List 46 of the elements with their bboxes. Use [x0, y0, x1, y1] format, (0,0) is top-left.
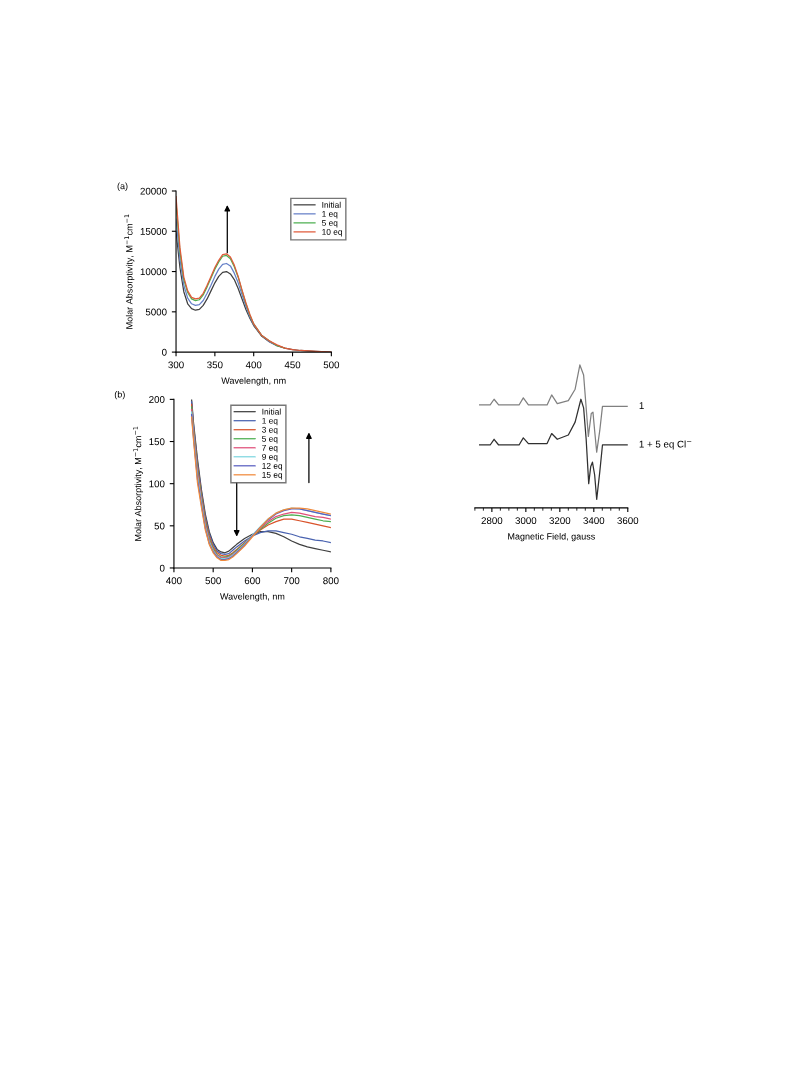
legend-label: 10 eq [322, 228, 342, 237]
x-axis-title: Wavelength, nm [220, 593, 285, 602]
legend-label: 1 eq [262, 417, 278, 426]
x-tick-label: 3600 [617, 517, 639, 525]
y-tick-label: 5000 [145, 308, 167, 316]
legend-label: 5 eq [262, 435, 278, 444]
x-tick-label: 3200 [549, 517, 571, 525]
chart-title: (b) [114, 390, 125, 400]
chart-title: (a) [117, 182, 128, 191]
x-tick-label: 3000 [515, 517, 537, 525]
x-tick-label: 2800 [481, 517, 503, 525]
legend-label: Initial [322, 201, 341, 208]
x-axis-title: Wavelength, nm [221, 377, 286, 386]
y-tick-label: 0 [159, 564, 165, 572]
x-tick-label: 400 [245, 361, 262, 369]
series-label: 1 + 5 eq Cl$^{−}$ [639, 440, 692, 450]
x-tick-label: 300 [168, 361, 184, 369]
x-tick-label: 500 [323, 361, 340, 369]
legend-label: 7 eq [262, 444, 278, 453]
y-tick-label: 0 [161, 348, 167, 356]
y-tick-label: 100 [149, 480, 165, 488]
y-axis-title: Molar Absorptivity, M$^{−1}$cm$^{−1}$ [133, 426, 144, 541]
x-axis-title: Magnetic Field, gauss [508, 532, 595, 542]
legend-label: 15 eq [262, 472, 283, 480]
y-tick-label: 20000 [140, 187, 167, 195]
x-tick-label: 700 [284, 577, 300, 585]
x-tick-label: 350 [207, 361, 223, 369]
legend-label: 5 eq [321, 220, 338, 228]
y-axis-title: Molar Absorptivity, M$^{−1}$cm$^{−1}$ [124, 214, 135, 329]
legend-label: Initial [262, 408, 281, 415]
y-tick-label: 50 [154, 522, 165, 530]
series-label: 1 [639, 402, 644, 409]
x-tick-label: 800 [323, 577, 339, 585]
x-tick-label: 400 [166, 577, 182, 585]
y-tick-label: 10000 [140, 268, 167, 276]
legend-label: 9 eq [262, 453, 278, 462]
x-tick-label: 500 [205, 577, 221, 585]
y-tick-label: 15000 [140, 228, 167, 235]
y-tick-label: 200 [149, 396, 165, 403]
x-tick-label: 600 [244, 577, 261, 585]
x-tick-label: 450 [284, 361, 301, 369]
y-tick-label: 150 [149, 438, 165, 446]
legend-label: 1 eq [322, 211, 338, 219]
legend-label: 3 eq [262, 426, 278, 435]
x-tick-label: 3400 [583, 517, 605, 525]
legend-label: 12 eq [262, 462, 283, 471]
